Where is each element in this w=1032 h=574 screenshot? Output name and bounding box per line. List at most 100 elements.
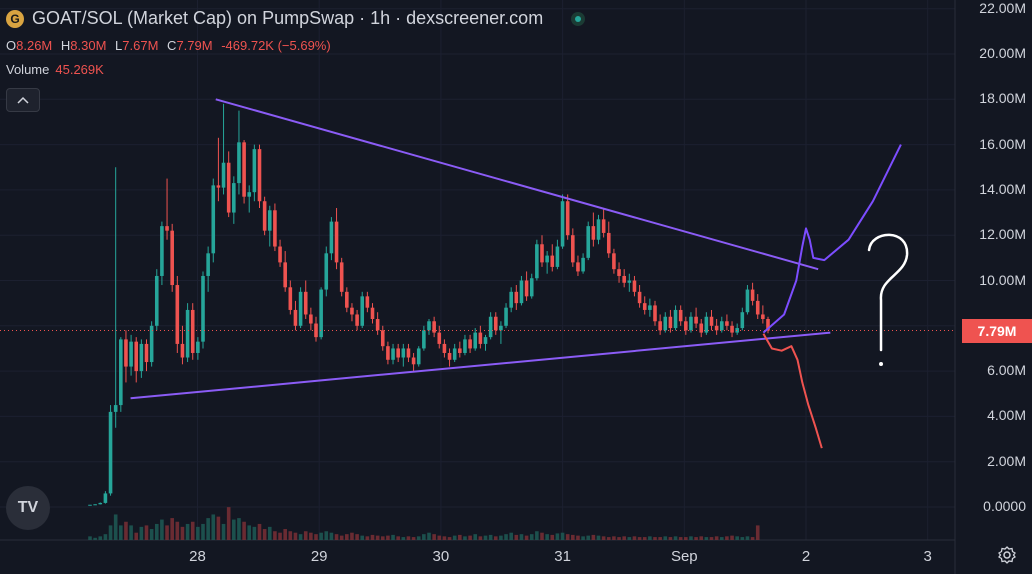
candle-body (175, 285, 180, 344)
volume-bar (134, 532, 139, 540)
volume-bar (684, 537, 688, 540)
y-tick-label: 6.00M (987, 362, 1026, 379)
chevron-up-icon (17, 96, 29, 104)
tradingview-logo[interactable]: TV (6, 486, 50, 530)
volume-bar (314, 534, 318, 540)
volume-bar (576, 535, 580, 540)
volume-bar (180, 526, 185, 540)
volume-bar (740, 537, 745, 540)
volume-label: Volume (6, 62, 50, 77)
volume-bar (565, 534, 570, 540)
volume-bar (509, 532, 513, 540)
candle-body (684, 321, 688, 331)
candle-body (463, 339, 467, 353)
candle-body (663, 316, 668, 331)
candle-body (735, 328, 739, 333)
candle-body (375, 319, 380, 331)
volume-bar (334, 534, 339, 540)
candle-body (139, 343, 144, 372)
volume-value: 45.269K (55, 62, 104, 77)
volume-bar (113, 514, 118, 540)
x-tick-label: 28 (189, 548, 206, 565)
candle-body (529, 278, 534, 297)
candle-body (252, 149, 257, 193)
volume-bar (278, 532, 282, 540)
lower-trendline (130, 331, 831, 400)
candle-body (689, 316, 693, 331)
y-tick-label: 16.00M (979, 135, 1026, 152)
candle-body (242, 142, 246, 197)
candle-body (88, 504, 92, 506)
y-tick-label: 14.00M (979, 180, 1026, 197)
candle-body (581, 257, 585, 272)
candle-body (442, 343, 447, 353)
x-tick-label: 2 (801, 548, 811, 565)
volume-bar (380, 536, 385, 540)
x-tick-label: 3 (923, 548, 932, 565)
candle-body (293, 309, 298, 326)
volume-bar (535, 531, 539, 540)
volume-bar (154, 523, 159, 540)
volume-bar (555, 533, 560, 540)
volume-bar (689, 536, 693, 540)
candle-body (704, 316, 709, 333)
candle-body (699, 323, 704, 333)
candle-body (560, 201, 565, 247)
volume-bar (119, 525, 123, 540)
candle-body (278, 246, 282, 263)
candle-body (673, 309, 678, 329)
candle-body (201, 275, 205, 342)
candle-body (658, 321, 662, 331)
candle-body (380, 330, 385, 347)
x-tick-label: 30 (432, 548, 450, 565)
candle-body (334, 221, 339, 263)
y-tick-label: 10.00M (979, 271, 1026, 288)
y-tick-label: 22.00M (979, 0, 1026, 16)
candle-body (545, 255, 549, 263)
current-price-label: 7.79M (962, 318, 1032, 343)
candle-body (750, 289, 755, 301)
volume-bar (730, 535, 734, 540)
volume-bar (98, 536, 103, 540)
upper-trendline (215, 98, 819, 271)
volume-bar (694, 537, 698, 540)
candle-body (134, 341, 139, 372)
gear-icon[interactable] (996, 544, 1018, 566)
candle-body (319, 289, 323, 338)
candle-body (196, 341, 200, 353)
volume-bar (144, 525, 149, 540)
volume-bar (93, 537, 97, 540)
candle-body (437, 332, 442, 344)
volume-legend: Volume 45.269K (6, 62, 104, 77)
volume-bar (190, 521, 195, 540)
volume-bar (632, 536, 637, 540)
collapse-legend-button[interactable] (6, 88, 40, 112)
candle-body (298, 291, 303, 326)
volume-bar (391, 534, 395, 540)
volume-bar (637, 537, 642, 540)
volume-bar (719, 537, 724, 540)
volume-bar (524, 535, 529, 540)
volume-bar (658, 537, 662, 540)
candle-body (473, 332, 478, 349)
candle-body (303, 291, 308, 315)
volume-bar (124, 521, 128, 540)
question-mark-annotation (867, 233, 909, 352)
candle-body (576, 262, 580, 272)
candle-body (488, 316, 493, 338)
volume-bar (165, 525, 169, 540)
volume-bar (365, 536, 370, 540)
volume-bar (648, 536, 652, 540)
candle-body (355, 314, 359, 326)
candle-body (273, 210, 277, 247)
volume-bar (642, 537, 647, 540)
volume-bar (129, 525, 133, 540)
candle-body (606, 232, 611, 254)
volume-bar (709, 537, 714, 540)
candle-body (648, 305, 652, 310)
open-label: O (6, 38, 17, 53)
candle-body (601, 219, 606, 233)
candle-body (365, 296, 370, 308)
candle-body (483, 337, 488, 344)
